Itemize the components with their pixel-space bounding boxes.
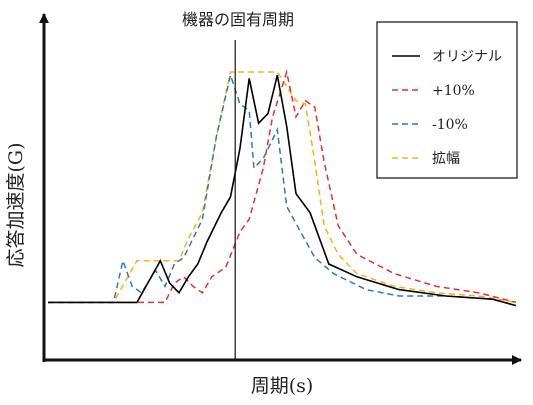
legend-box (376, 21, 518, 179)
series-layer (48, 69, 517, 307)
legend-label-0: オリジナル (432, 49, 502, 65)
y-axis-label: 応答加速度(G) (5, 142, 27, 267)
series-line-1 (48, 69, 517, 304)
legend: オリジナル +10% -10% 拡幅 (376, 21, 518, 179)
legend-label-3: 拡幅 (432, 151, 460, 167)
natural-period-label: 機器の固有周期 (182, 10, 294, 29)
series-line-0 (48, 75, 517, 307)
x-axis-label: 周期(s) (251, 375, 314, 397)
legend-items: オリジナル +10% -10% 拡幅 (392, 49, 502, 167)
legend-label-1: +10% (432, 83, 475, 99)
legend-label-2: -10% (432, 117, 468, 133)
